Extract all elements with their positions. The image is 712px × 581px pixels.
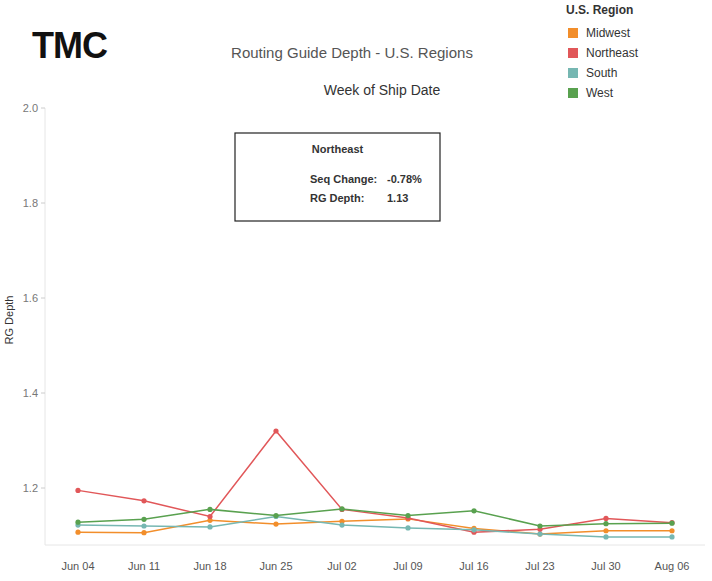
annotation-title: Northeast bbox=[312, 143, 364, 155]
series-point bbox=[603, 516, 608, 521]
series-point bbox=[75, 488, 80, 493]
series-line bbox=[78, 431, 672, 532]
plot-area bbox=[75, 428, 674, 539]
legend-label: West bbox=[586, 86, 614, 100]
series-point bbox=[141, 498, 146, 503]
legend-swatch bbox=[568, 48, 578, 58]
series-point bbox=[273, 428, 278, 433]
legend-label: Midwest bbox=[586, 26, 631, 40]
series-point bbox=[273, 514, 278, 519]
x-tick-label: Jun 18 bbox=[193, 560, 226, 572]
y-tick bbox=[41, 393, 45, 394]
series-point bbox=[603, 534, 608, 539]
annotation-value: -0.78% bbox=[387, 173, 422, 185]
legend-title: U.S. Region bbox=[566, 3, 633, 17]
y-tick-label: 1.2 bbox=[23, 482, 38, 494]
series-point bbox=[273, 522, 278, 527]
legend-label: South bbox=[586, 66, 617, 80]
annotation-label: Seq Change: bbox=[310, 173, 377, 185]
series-point bbox=[141, 517, 146, 522]
series-point bbox=[339, 506, 344, 511]
series-point bbox=[669, 520, 674, 525]
annotation-value: 1.13 bbox=[387, 192, 408, 204]
series-point bbox=[471, 527, 476, 532]
subtitle: Week of Ship Date bbox=[324, 82, 441, 98]
legend-swatch bbox=[568, 68, 578, 78]
x-tick-label: Jun 04 bbox=[61, 560, 94, 572]
title: Routing Guide Depth - U.S. Regions bbox=[231, 44, 473, 61]
logo: TMC bbox=[32, 25, 108, 66]
y-tick bbox=[41, 488, 45, 489]
series-point bbox=[669, 534, 674, 539]
series-point bbox=[603, 528, 608, 533]
series-point bbox=[537, 531, 542, 536]
series-point bbox=[471, 508, 476, 513]
series-point bbox=[339, 507, 344, 512]
y-tick-label: 1.8 bbox=[23, 197, 38, 209]
legend-label: Northeast bbox=[586, 46, 639, 60]
series-point bbox=[405, 525, 410, 530]
annotation-box bbox=[235, 133, 440, 221]
x-tick-label: Jul 09 bbox=[393, 560, 422, 572]
x-tick-label: Jul 23 bbox=[525, 560, 554, 572]
x-tick-label: Aug 06 bbox=[655, 560, 690, 572]
series-point bbox=[537, 523, 542, 528]
legend-swatch bbox=[568, 28, 578, 38]
y-tick bbox=[41, 108, 45, 109]
x-axis-line bbox=[45, 545, 705, 546]
series-point bbox=[339, 522, 344, 527]
x-tick-label: Jun 11 bbox=[128, 560, 160, 572]
x-tick-label: Jul 30 bbox=[591, 560, 620, 572]
series-point bbox=[141, 530, 146, 535]
x-tick-label: Jul 02 bbox=[327, 560, 356, 572]
series-point bbox=[669, 521, 674, 526]
series-point bbox=[207, 524, 212, 529]
series-line bbox=[78, 509, 672, 526]
chart: TMC Routing Guide Depth - U.S. Regions Wee… bbox=[0, 0, 712, 581]
series-point bbox=[207, 514, 212, 519]
annotation-label: RG Depth: bbox=[310, 192, 364, 204]
y-axis-line bbox=[45, 108, 46, 545]
series-point bbox=[537, 531, 542, 536]
y-tick-label: 1.4 bbox=[23, 387, 38, 399]
legend-swatch bbox=[568, 88, 578, 98]
x-tick-label: Jul 16 bbox=[459, 560, 488, 572]
series-point bbox=[141, 523, 146, 528]
y-tick bbox=[41, 298, 45, 299]
x-tick-label: Jun 25 bbox=[259, 560, 292, 572]
y-tick-label: 1.6 bbox=[23, 292, 38, 304]
series-point bbox=[669, 528, 674, 533]
series-point bbox=[273, 513, 278, 518]
y-axis-label: RG Depth bbox=[3, 296, 15, 345]
series-point bbox=[207, 507, 212, 512]
y-tick bbox=[41, 203, 45, 204]
series-point bbox=[75, 520, 80, 525]
series-point bbox=[405, 513, 410, 518]
y-tick-label: 2.0 bbox=[23, 102, 38, 114]
series-line bbox=[78, 517, 672, 537]
series-point bbox=[75, 530, 80, 535]
series-point bbox=[603, 521, 608, 526]
